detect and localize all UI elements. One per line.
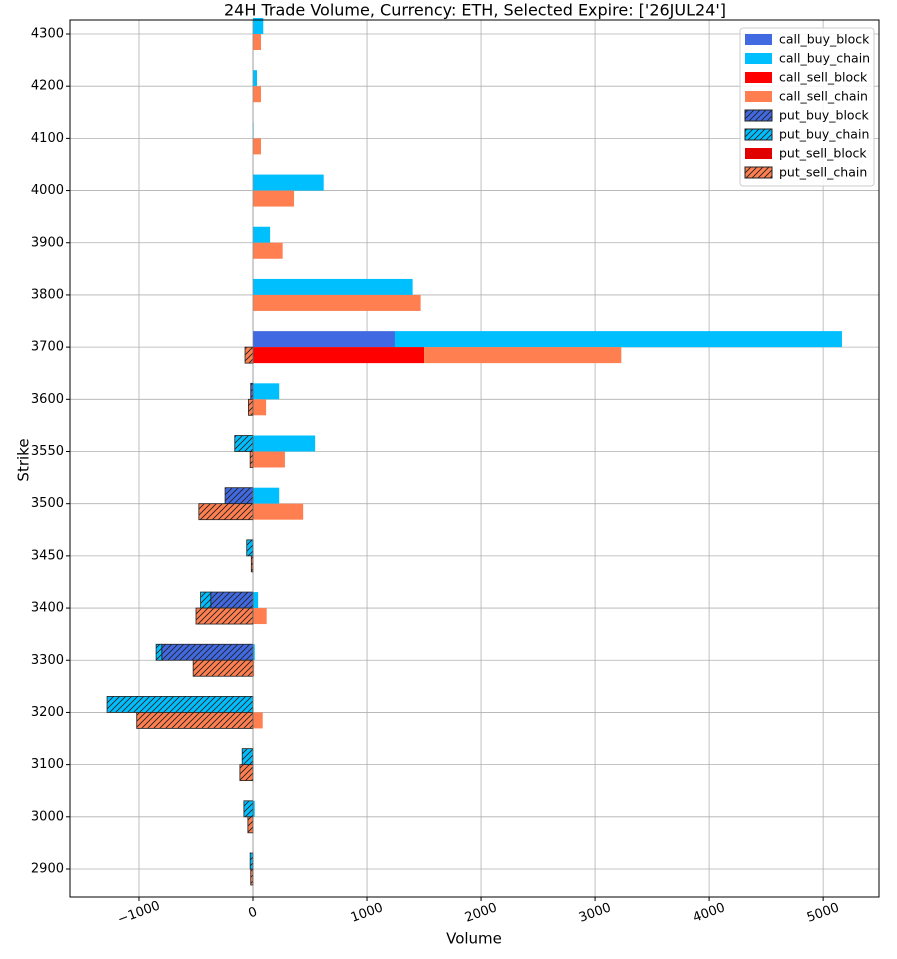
bar <box>253 138 261 155</box>
y-tick-label: 3550 <box>31 444 64 459</box>
bar <box>136 712 254 729</box>
bar <box>234 435 254 452</box>
bar <box>247 816 254 834</box>
bar <box>239 764 254 782</box>
y-tick-label: 3100 <box>31 757 64 772</box>
legend-swatch <box>744 109 773 122</box>
legend-swatch <box>745 34 772 45</box>
legend-swatch <box>744 166 773 179</box>
bar <box>248 398 254 416</box>
bar <box>253 18 264 34</box>
legend-label: put_sell_block <box>779 146 867 161</box>
legend-label: call_sell_block <box>779 70 868 85</box>
legend-swatch <box>745 72 772 83</box>
y-tick-label: 3400 <box>31 601 64 616</box>
y-tick-label: 3450 <box>31 548 64 563</box>
bar <box>253 712 263 729</box>
bar <box>250 868 254 886</box>
bar <box>210 591 254 609</box>
y-tick-label: 3900 <box>31 235 64 250</box>
bar <box>253 399 267 416</box>
legend-box <box>739 27 875 187</box>
bar <box>246 539 254 557</box>
bar <box>200 591 212 609</box>
y-tick-label: 3800 <box>31 287 64 302</box>
legend-swatch <box>745 148 772 159</box>
x-axis-label: Volume <box>446 930 502 948</box>
y-axis-label: Strike <box>15 438 33 481</box>
bar <box>249 451 254 468</box>
bar <box>241 748 254 766</box>
bar <box>253 608 267 625</box>
bar <box>253 503 304 520</box>
bar <box>253 331 395 348</box>
y-tick-label: 3200 <box>31 705 64 720</box>
legend-swatch <box>744 128 773 141</box>
legend-label: call_sell_chain <box>779 89 868 104</box>
bar <box>253 70 257 87</box>
y-tick-label: 3500 <box>31 496 64 511</box>
y-tick-label: 4300 <box>31 27 64 42</box>
bar <box>253 190 295 207</box>
y-tick-label: 3600 <box>31 392 64 407</box>
bar <box>253 800 255 817</box>
legend-label: put_sell_chain <box>779 165 867 180</box>
bar <box>253 435 316 452</box>
y-tick-label: 3000 <box>31 809 64 824</box>
bar <box>253 278 413 295</box>
bar <box>106 696 254 713</box>
bar <box>195 607 254 625</box>
bar <box>253 487 280 504</box>
plot-frame <box>69 19 880 898</box>
y-tick-label: 3700 <box>31 340 64 355</box>
bar <box>253 347 425 364</box>
bar <box>424 347 622 364</box>
bar <box>243 800 254 818</box>
bar <box>253 451 285 468</box>
y-tick-label: 4100 <box>31 131 64 146</box>
legend-swatch <box>745 53 772 64</box>
bar <box>253 294 421 311</box>
legend-label: put_buy_chain <box>779 127 869 142</box>
bar <box>253 174 324 191</box>
chart-title: 24H Trade Volume, Currency: ETH, Selecte… <box>224 1 726 20</box>
y-tick-label: 4000 <box>31 183 64 198</box>
y-tick-label: 4200 <box>31 79 64 94</box>
bar <box>394 331 842 348</box>
y-tick-label: 2900 <box>31 862 64 877</box>
bar <box>253 383 280 400</box>
bar <box>253 242 283 259</box>
y-tick-label: 3300 <box>31 653 64 668</box>
bar <box>253 34 261 50</box>
legend-swatch <box>745 91 772 102</box>
bar <box>250 382 254 400</box>
bar <box>192 659 254 677</box>
bar <box>198 503 254 521</box>
bar <box>253 226 271 243</box>
bar <box>161 643 254 661</box>
legend-label: call_buy_chain <box>779 51 870 66</box>
legend-label: put_buy_block <box>779 108 869 123</box>
legend-label: call_buy_block <box>779 32 870 47</box>
bar <box>253 592 259 609</box>
bar <box>155 643 163 661</box>
bar <box>253 660 255 677</box>
bar <box>224 487 254 505</box>
bar <box>249 852 254 870</box>
bar <box>253 644 255 661</box>
bar <box>244 346 254 364</box>
bar <box>253 86 261 103</box>
